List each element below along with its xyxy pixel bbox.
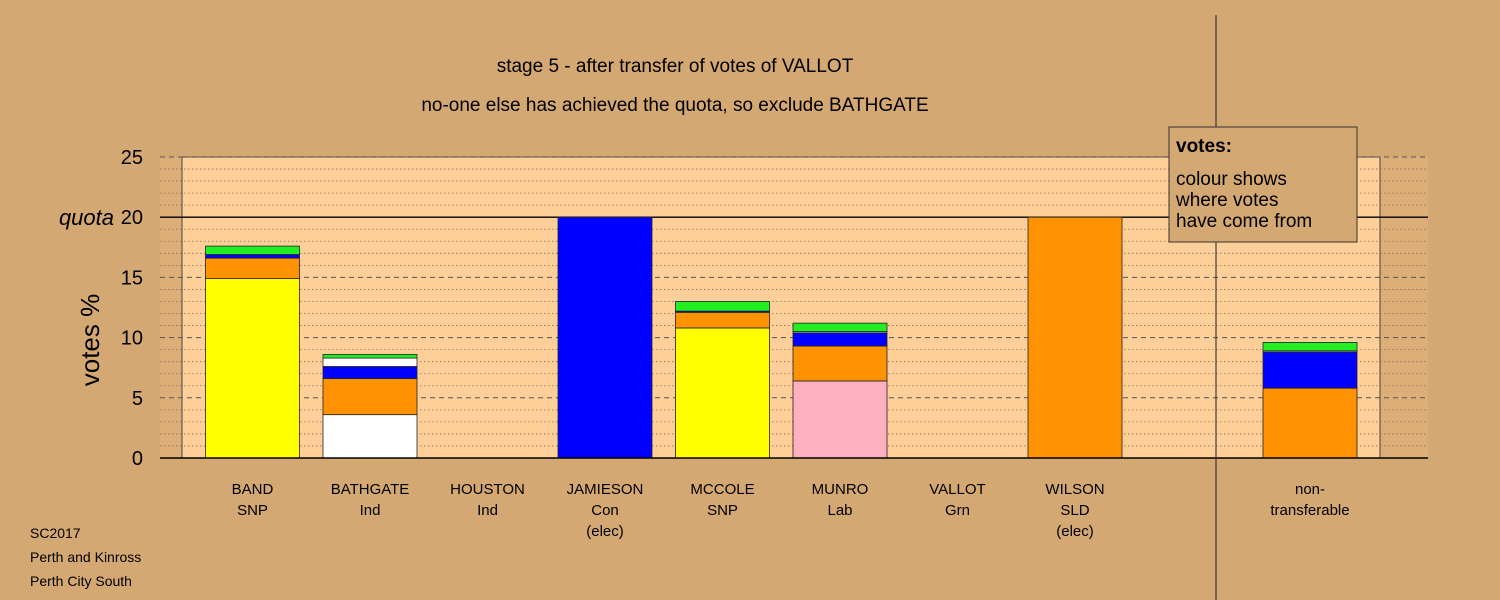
footer-ward: Perth City South: [30, 573, 132, 589]
category-label: Con: [591, 502, 619, 519]
bar-band-segment: [205, 278, 300, 459]
bar-bathgate-segment: [322, 354, 418, 359]
bar-jamieson-segment: [557, 216, 653, 459]
category-label: BATHGATE: [331, 481, 410, 498]
category-label: SNP: [707, 502, 738, 519]
y-tick-label: 15: [121, 267, 143, 289]
category-label: SLD: [1060, 502, 1089, 519]
bar-nontransferable-segment: [1262, 342, 1358, 352]
category-label: BAND: [232, 481, 274, 498]
category-label: WILSON: [1045, 481, 1104, 498]
bar-mccole-segment: [675, 301, 770, 312]
bar-bathgate-segment: [322, 414, 418, 459]
y-tick-label: 0: [132, 448, 143, 470]
bar-bathgate-segment: [322, 366, 418, 379]
category-labels: BAND SNP BATHGATE Ind HOUSTON Ind JAMIESON Con (…: [232, 481, 1350, 540]
bar-nontransferable-segment: [1262, 387, 1358, 459]
category-label: MCCOLE: [690, 481, 754, 498]
bars: [205, 216, 1358, 459]
y-tick-label: 5: [132, 388, 143, 410]
side-area-left: [160, 157, 182, 458]
bar-band-segment: [205, 245, 300, 255]
legend-title: votes:: [1176, 136, 1232, 157]
bar-munro-segment: [792, 345, 888, 382]
category-label: Ind: [477, 502, 498, 519]
legend-line: have come from: [1176, 211, 1312, 232]
footer-election: SC2017: [30, 525, 81, 541]
y-tick-label: 20: [121, 207, 143, 229]
bar-munro-segment: [792, 332, 888, 347]
bar-mccole-segment: [675, 311, 770, 329]
y-tick-label: 10: [121, 328, 143, 350]
nontransferable-label: transferable: [1270, 502, 1349, 519]
bar-band-segment: [205, 257, 300, 280]
bar-band-segment: [205, 254, 300, 259]
category-label: VALLOT: [929, 481, 985, 498]
legend-line: where votes: [1175, 190, 1278, 211]
category-label: (elec): [1056, 523, 1094, 540]
quota-label: quota: [59, 205, 114, 230]
bar-bathgate-segment: [322, 378, 418, 416]
category-label: HOUSTON: [450, 481, 525, 498]
nontransferable-label: non-: [1295, 481, 1325, 498]
footer: SC2017 Perth and Kinross Perth City Sout…: [30, 521, 141, 593]
category-label: Ind: [360, 502, 381, 519]
legend-line: colour shows: [1176, 169, 1287, 190]
bar-mccole-segment: [675, 327, 770, 459]
category-label: Lab: [827, 502, 852, 519]
y-axis-label: votes %: [75, 294, 105, 387]
category-label: Grn: [945, 502, 970, 519]
footer-council: Perth and Kinross: [30, 549, 142, 565]
y-tick-label: 25: [121, 147, 143, 169]
chart-subtitle: no-one else has achieved the quota, so e…: [421, 95, 928, 116]
legend-box: votes: colour shows where votes have com…: [1168, 126, 1358, 243]
category-label: SNP: [237, 502, 268, 519]
bar-munro-segment: [792, 322, 888, 332]
bar-nontransferable-segment: [1262, 351, 1358, 389]
chart-title: stage 5 - after transfer of votes of VAL…: [497, 56, 854, 77]
side-area-right: [1380, 157, 1428, 458]
bar-munro-segment: [792, 380, 888, 459]
bar-wilson-segment: [1027, 216, 1123, 459]
category-label: JAMIESON: [567, 481, 644, 498]
category-label: (elec): [586, 523, 624, 540]
category-label: MUNRO: [812, 481, 869, 498]
bar-bathgate-segment: [322, 357, 418, 367]
axes: 0 5 10 15 20 25: [121, 15, 1428, 600]
